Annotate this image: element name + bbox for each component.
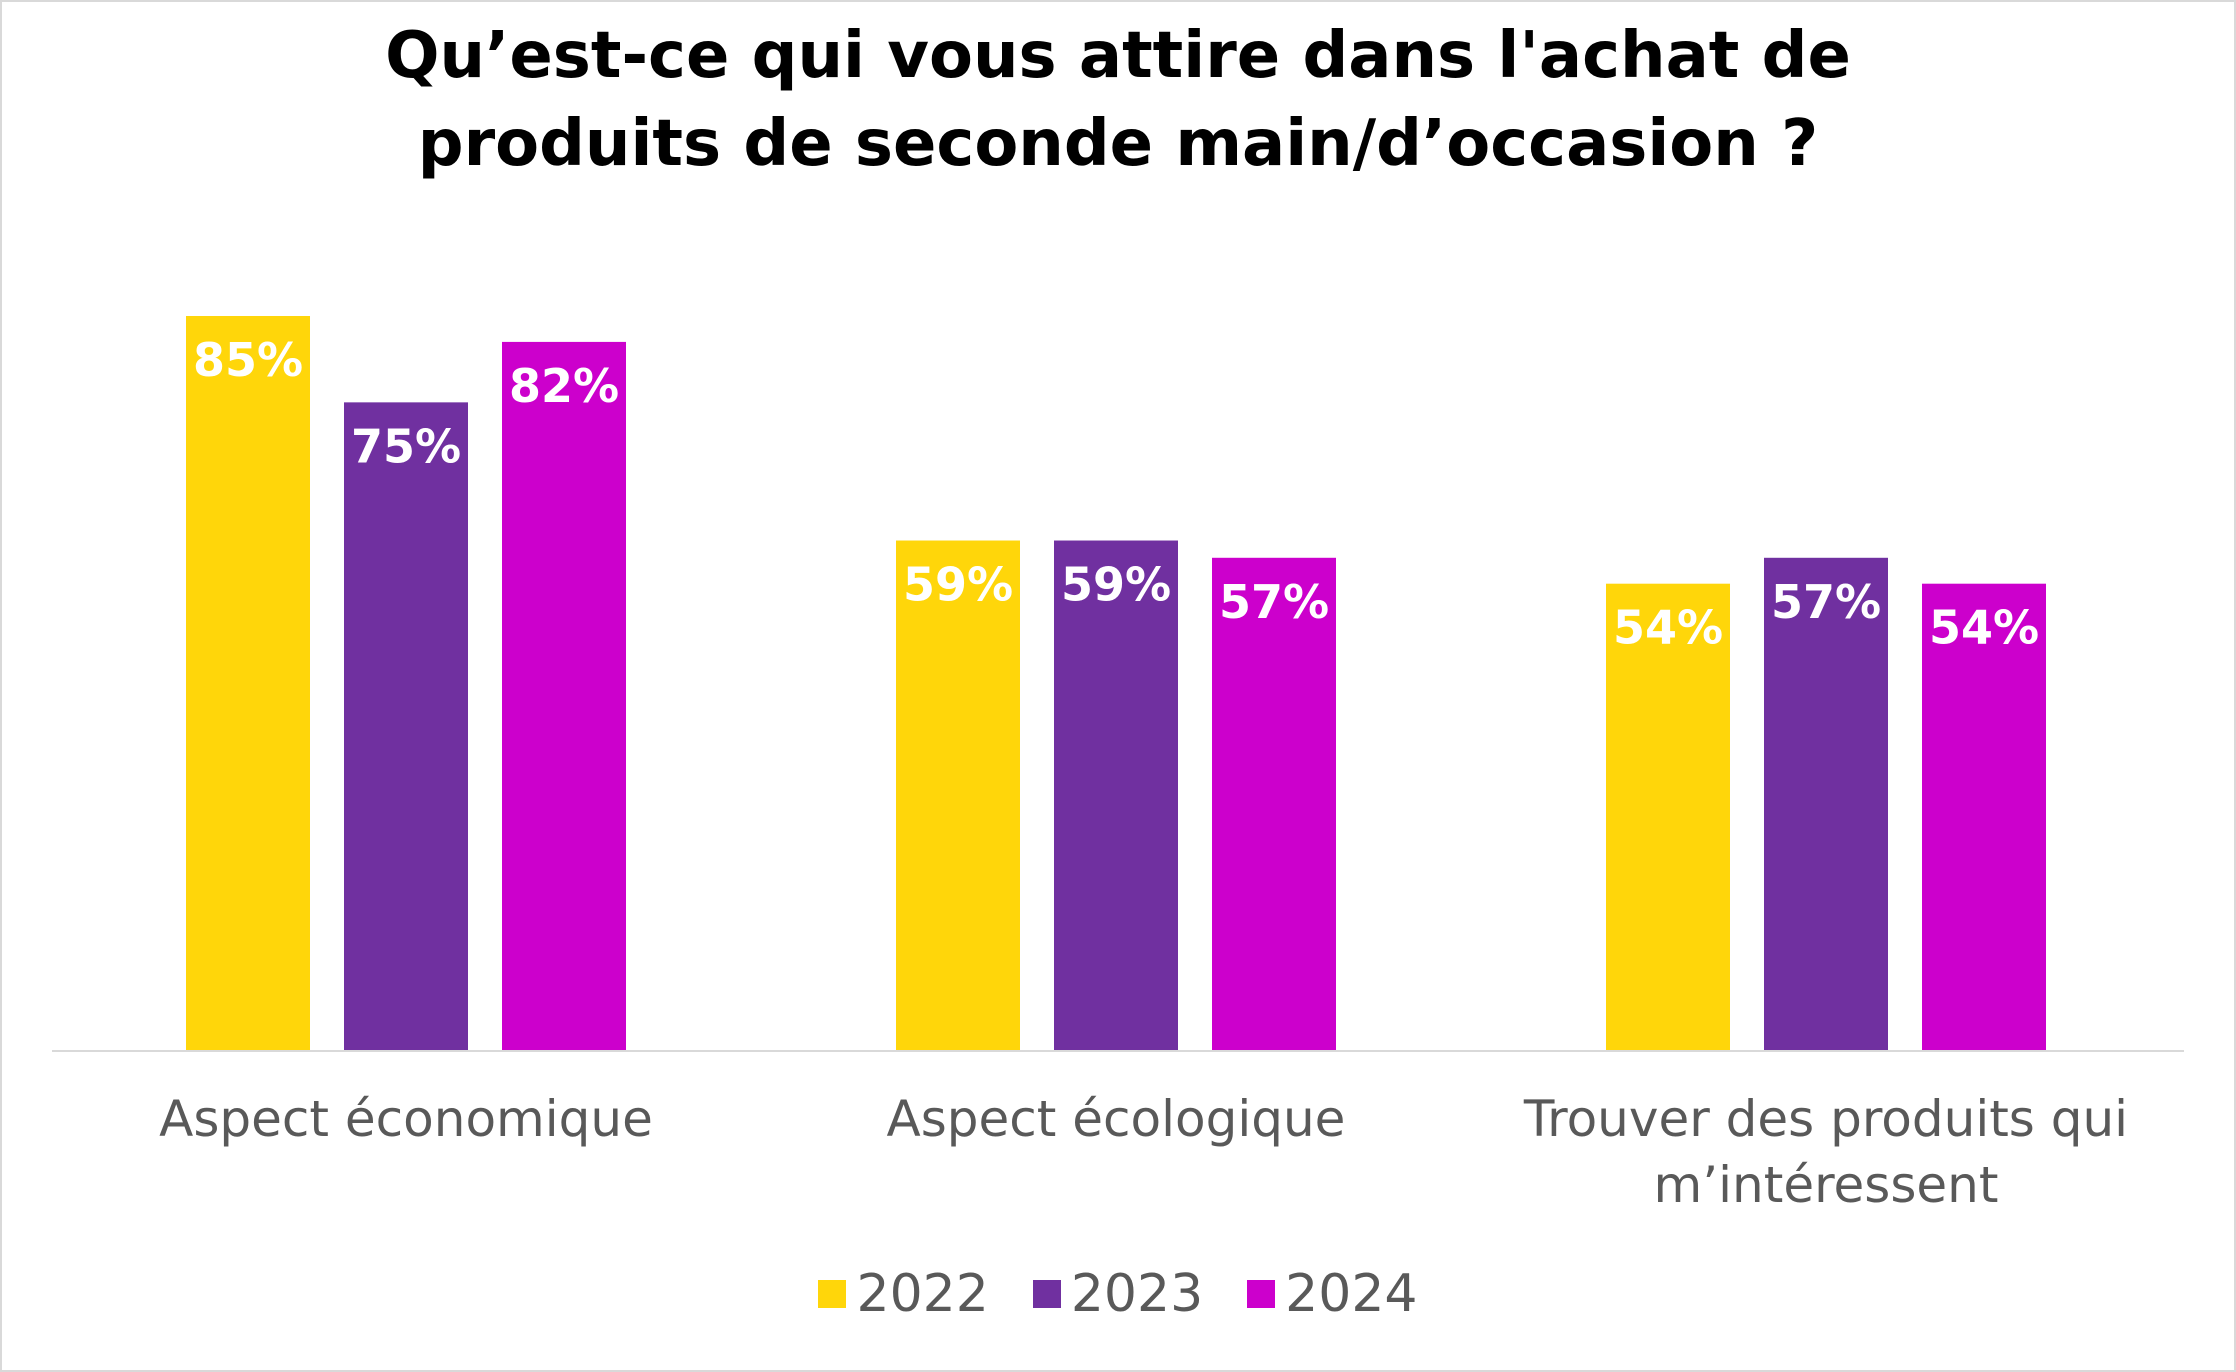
data-label-2022-1: 59% <box>903 558 1013 612</box>
legend-label-2023: 2023 <box>1070 1264 1204 1324</box>
chart-title-line-2: produits de seconde main/d’occasion ? <box>417 107 1819 181</box>
legend-swatch-2023 <box>1032 1280 1061 1308</box>
data-label-2023-2: 57% <box>1771 575 1881 629</box>
bar-2022-0 <box>186 316 310 1050</box>
legend-swatch-2022 <box>818 1280 847 1308</box>
bar-2023-1 <box>1054 540 1178 1050</box>
data-label-2023-0: 75% <box>351 419 461 473</box>
category-label-1: Aspect écologique <box>887 1090 1346 1148</box>
legend-label-2024: 2024 <box>1285 1264 1418 1324</box>
legend-label-2022: 2022 <box>856 1264 989 1324</box>
bar-2024-2 <box>1922 583 2046 1050</box>
bar-2022-2 <box>1606 583 1730 1050</box>
bar-2023-0 <box>344 402 468 1051</box>
data-label-2022-0: 85% <box>193 333 303 387</box>
data-label-2024-2: 54% <box>1929 601 2039 655</box>
data-label-2023-1: 59% <box>1061 558 1171 612</box>
category-label-2: Trouver des produits qui m’intéressent <box>1523 1090 2128 1214</box>
chart-title-line-1: Qu’est-ce qui vous attire dans l'achat d… <box>385 19 1851 93</box>
chart-legend: 2022 2023 2024 <box>0 1264 2236 1324</box>
legend-item-2023: 2023 <box>1032 1264 1204 1324</box>
chart-title: Qu’est-ce qui vous attire dans l'achat d… <box>0 12 2236 188</box>
legend-swatch-2024 <box>1247 1280 1276 1308</box>
category-label-0: Aspect économique <box>159 1090 653 1148</box>
bar-2024-1 <box>1212 557 1336 1050</box>
legend-item-2024: 2024 <box>1247 1264 1418 1324</box>
bar-2022-1 <box>896 540 1020 1050</box>
data-label-2024-1: 57% <box>1219 575 1329 629</box>
bar-2024-0 <box>502 341 626 1050</box>
data-label-2024-0: 82% <box>509 359 619 413</box>
legend-item-2022: 2022 <box>818 1264 989 1324</box>
data-label-2022-2: 54% <box>1613 601 1723 655</box>
bar-2023-2 <box>1764 557 1888 1050</box>
